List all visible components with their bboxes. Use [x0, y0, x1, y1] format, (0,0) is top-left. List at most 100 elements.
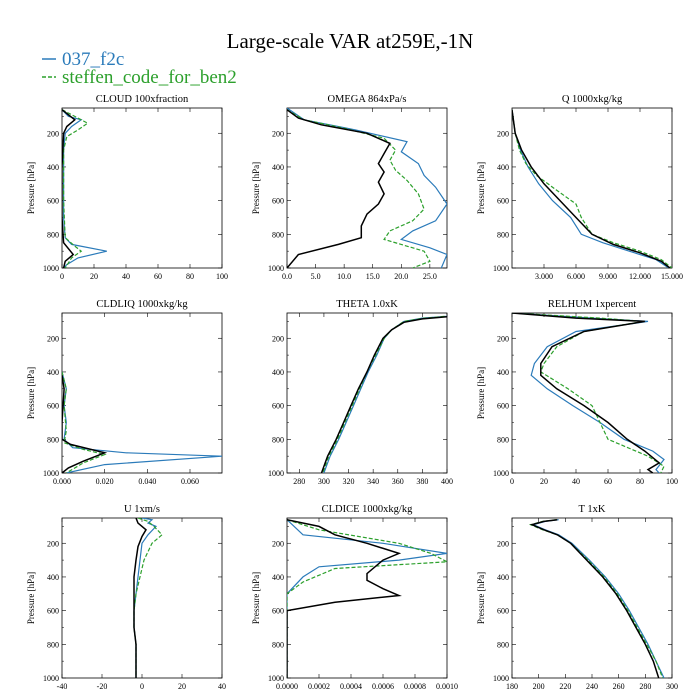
xtick-label: 60: [154, 272, 162, 281]
ytick-label: 1000: [268, 674, 284, 683]
panel-title-4: THETA 1.0xK: [336, 299, 398, 310]
ytick-label: 400: [497, 368, 509, 377]
series-line-steffen: [287, 519, 447, 678]
panel-title-6: U 1xm/s: [124, 504, 160, 515]
xtick-label: 12.000: [629, 272, 651, 281]
series-line-steffen: [528, 519, 664, 678]
ytick-label: 800: [47, 435, 59, 444]
xtick-label: 0: [140, 682, 144, 691]
series-line-obs: [287, 109, 391, 268]
ytick-label: 600: [272, 197, 284, 206]
ytick-label: 800: [47, 230, 59, 239]
series-line-obs: [287, 518, 402, 678]
ylabel: Pressure [hPa]: [26, 162, 36, 214]
ytick-label: 200: [272, 129, 284, 138]
xtick-label: 60: [604, 477, 612, 486]
xtick-label: 0.0004: [340, 682, 362, 691]
ytick-label: 800: [272, 230, 284, 239]
ylabel: Pressure [hPa]: [251, 572, 261, 624]
ytick-label: 400: [272, 573, 284, 582]
ytick-label: 200: [497, 334, 509, 343]
series-line-obs: [512, 109, 671, 268]
xtick-label: 10.0: [337, 272, 351, 281]
series-line-steffen: [62, 109, 89, 268]
xtick-label: 400: [441, 477, 453, 486]
xtick-label: 15.0: [366, 272, 380, 281]
xtick-label: 100: [666, 477, 678, 486]
xtick-label: 280: [293, 477, 305, 486]
xtick-label: 5.0: [311, 272, 321, 281]
xtick-label: 340: [367, 477, 379, 486]
xtick-label: 300: [666, 682, 678, 691]
ylabel: Pressure [hPa]: [476, 162, 486, 214]
series-line-f2c: [62, 371, 222, 473]
panel-title-7: CLDICE 1000xkg/kg: [322, 504, 413, 515]
xtick-label: 40: [572, 477, 580, 486]
series-line-obs: [512, 313, 661, 473]
xtick-label: 220: [559, 682, 571, 691]
series-line-steffen: [512, 109, 672, 268]
ytick-label: 400: [272, 368, 284, 377]
series-line-f2c: [287, 108, 447, 268]
panel-2: Q 1000xkg/kg 200 400 600 800 1000 3.000 6.000 9.…: [476, 94, 683, 281]
xtick-label: 0.060: [181, 477, 199, 486]
ytick-label: 400: [47, 368, 59, 377]
panel-title-0: CLOUD 100xfraction: [96, 94, 189, 105]
series-line-obs: [133, 518, 147, 678]
panel-frame-2: [511, 107, 673, 269]
series-line-steffen: [287, 109, 431, 268]
ytick-label: 1000: [268, 469, 284, 478]
xtick-label: 0.0006: [372, 682, 394, 691]
ytick-label: 800: [272, 640, 284, 649]
ytick-label: 600: [497, 607, 509, 616]
ytick-label: 1000: [43, 674, 59, 683]
ytick-label: 600: [272, 607, 284, 616]
legend-label-1: steffen_code_for_ben2: [62, 67, 237, 88]
series-line-f2c: [62, 109, 107, 268]
xtick-label: 0.0010: [436, 682, 458, 691]
ytick-label: 600: [47, 607, 59, 616]
ytick-label: 800: [47, 640, 59, 649]
xtick-label: 20.0: [394, 272, 408, 281]
ytick-label: 1000: [43, 264, 59, 273]
xtick-label: 15.000: [661, 272, 683, 281]
xtick-label: 40: [122, 272, 130, 281]
xtick-label: 240: [586, 682, 598, 691]
ytick-label: 400: [47, 573, 59, 582]
xtick-label: 320: [343, 477, 355, 486]
ytick-label: 1000: [493, 674, 509, 683]
xtick-label: -40: [57, 682, 68, 691]
ytick-label: 800: [497, 640, 509, 649]
ytick-label: 600: [47, 197, 59, 206]
ytick-label: 200: [47, 334, 59, 343]
ytick-label: 400: [47, 163, 59, 172]
panel-title-5: RELHUM 1xpercent: [548, 299, 636, 310]
xtick-label: 0: [60, 272, 64, 281]
ylabel: Pressure [hPa]: [476, 572, 486, 624]
ytick-label: 600: [47, 402, 59, 411]
ytick-label: 200: [497, 129, 509, 138]
xtick-label: 3.000: [535, 272, 553, 281]
ytick-label: 600: [497, 197, 509, 206]
xtick-label: 20: [178, 682, 186, 691]
panel-frame-0: [61, 107, 223, 269]
panel-frame-8: [511, 517, 673, 679]
panel-title-1: OMEGA 864xPa/s: [327, 94, 406, 105]
xtick-label: 360: [392, 477, 404, 486]
series-line-f2c: [531, 519, 665, 678]
ytick-label: 400: [272, 163, 284, 172]
ylabel: Pressure [hPa]: [251, 162, 261, 214]
ylabel: Pressure [hPa]: [26, 572, 36, 624]
xtick-label: 180: [506, 682, 518, 691]
ytick-label: 800: [497, 230, 509, 239]
series-line-steffen: [322, 315, 445, 473]
ytick-label: 1000: [493, 264, 509, 273]
xtick-label: 0: [510, 477, 514, 486]
